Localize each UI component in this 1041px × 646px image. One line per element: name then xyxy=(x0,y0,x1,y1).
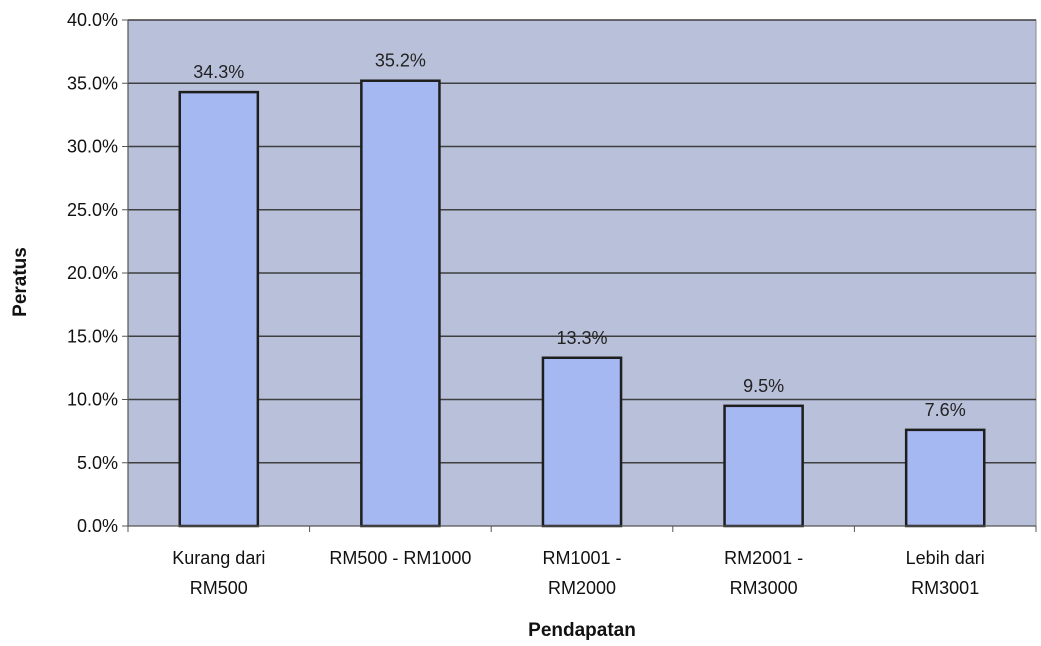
x-axis-title: Pendapatan xyxy=(528,620,636,641)
bars xyxy=(178,79,986,528)
y-tick-label: 5.0% xyxy=(77,453,118,473)
x-category-label: RM2000 xyxy=(548,578,616,598)
x-category-label: RM1001 - xyxy=(542,548,621,568)
labels: 0.0% 5.0% 10.0% 15.0% 20.0% 25.0% 30.0% 35.0% 40… xyxy=(67,10,985,598)
x-category-label: RM3000 xyxy=(730,578,798,598)
bar xyxy=(904,428,986,528)
y-tick-label: 10.0% xyxy=(67,390,118,410)
y-tick-label: 30.0% xyxy=(67,137,118,157)
bar xyxy=(178,90,260,528)
y-tick-label: 35.0% xyxy=(67,73,118,93)
data-label: 34.3% xyxy=(193,62,244,82)
bar xyxy=(541,356,623,528)
data-label: 7.6% xyxy=(925,400,966,420)
y-tick-label: 15.0% xyxy=(67,326,118,346)
x-category-label: RM2001 - xyxy=(724,548,803,568)
bar xyxy=(360,79,441,528)
data-label: 9.5% xyxy=(743,376,784,396)
grid-lines xyxy=(128,19,1036,464)
y-tick-label: 20.0% xyxy=(67,263,118,283)
axes xyxy=(122,19,1037,532)
x-category-label: Kurang dari xyxy=(172,548,265,568)
bar xyxy=(723,404,804,528)
x-category-label: RM500 xyxy=(190,578,248,598)
x-category-label: RM500 - RM1000 xyxy=(329,548,471,568)
y-axis-title: Peratus xyxy=(10,247,31,317)
data-label: 13.3% xyxy=(556,328,607,348)
x-category-label: RM3001 xyxy=(911,578,979,598)
data-label: 35.2% xyxy=(375,51,426,71)
y-tick-label: 40.0% xyxy=(67,10,118,30)
y-tick-label: 25.0% xyxy=(67,200,118,220)
y-tick-label: 0.0% xyxy=(77,516,118,536)
x-category-label: Lebih dari xyxy=(906,548,985,568)
